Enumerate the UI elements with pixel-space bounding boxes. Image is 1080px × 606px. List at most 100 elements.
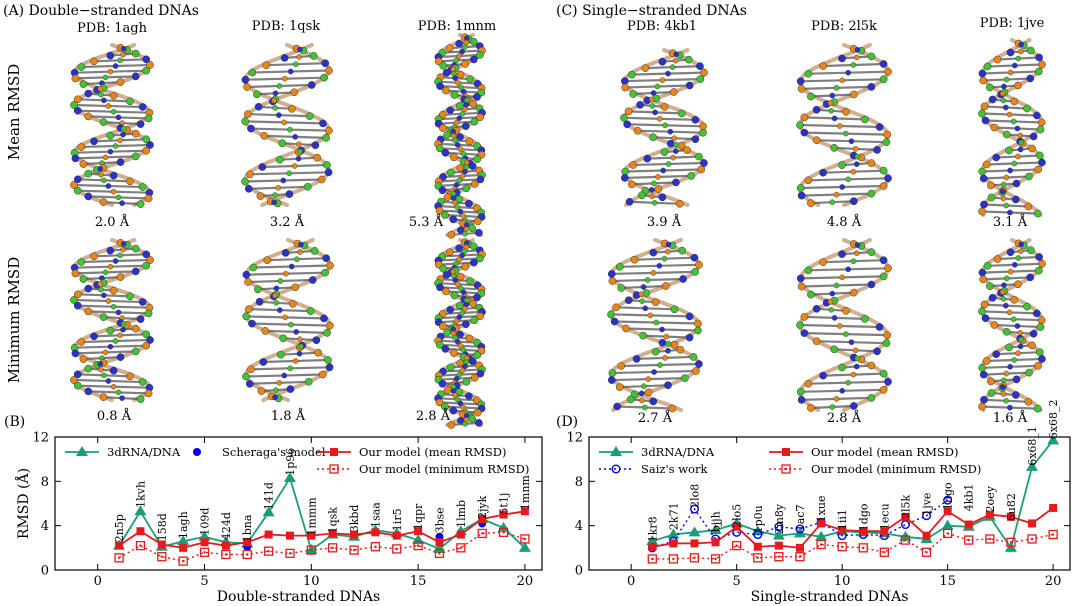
atom-sphere — [690, 253, 699, 262]
data-point — [943, 495, 953, 505]
atom-sphere — [447, 421, 456, 429]
atom-sphere — [662, 122, 668, 129]
atom-sphere — [683, 146, 691, 154]
atom-sphere — [242, 270, 251, 279]
atom-sphere — [271, 199, 277, 206]
point-label: 1ac7 — [794, 504, 807, 531]
atom-sphere — [307, 81, 316, 89]
atom-sphere — [620, 174, 629, 182]
atom-sphere — [445, 44, 454, 52]
atom-sphere — [1014, 81, 1022, 90]
atom-sphere — [459, 173, 466, 179]
atom-sphere — [990, 321, 999, 329]
point-label: 2m8y — [773, 503, 786, 534]
atom-sphere — [281, 249, 290, 257]
atom-sphere — [1024, 202, 1033, 211]
x-tick-label: 5 — [733, 574, 741, 589]
atom-sphere — [435, 340, 444, 349]
atom-sphere — [833, 85, 840, 91]
atom-sphere — [1011, 195, 1020, 204]
legend-marker — [610, 446, 622, 456]
atom-sphere — [272, 292, 278, 299]
atom-sphere — [248, 319, 256, 328]
pdb-label-ss-2: PDB: 2l5k — [811, 19, 877, 34]
data-point — [328, 543, 338, 553]
atom-sphere — [981, 116, 990, 125]
y-tick-label: 8 — [575, 475, 583, 490]
atom-sphere — [272, 394, 278, 401]
point-label: 1ecu — [878, 503, 891, 530]
atom-sphere — [884, 67, 892, 76]
atom-sphere — [849, 197, 858, 206]
atom-sphere — [673, 148, 679, 154]
atom-sphere — [308, 276, 317, 284]
row-label-min-rmsd: Minimum RMSD — [5, 257, 23, 383]
atom-sphere — [665, 161, 672, 167]
atom-sphere — [685, 81, 694, 90]
atom-sphere — [79, 160, 88, 168]
data-point — [181, 559, 185, 563]
atom-sphere — [447, 230, 456, 239]
atom-sphere — [649, 103, 656, 109]
atom-sphere — [107, 68, 114, 75]
atom-sphere — [867, 189, 876, 198]
atom-sphere — [1003, 397, 1010, 404]
atom-sphere — [1000, 195, 1007, 202]
atom-sphere — [131, 72, 140, 81]
atom-sphere — [687, 172, 696, 180]
atom-sphere — [119, 395, 125, 401]
atom-sphere — [1038, 259, 1046, 268]
atom-sphere — [636, 101, 644, 109]
atom-sphere — [610, 317, 619, 326]
data-point — [518, 541, 531, 552]
atom-sphere — [97, 166, 104, 172]
atom-sphere — [452, 334, 458, 341]
atom-sphere — [625, 197, 634, 206]
data-point — [178, 556, 188, 566]
atom-sphere — [665, 241, 672, 248]
legend-label: Scheraga's model — [222, 445, 326, 459]
atom-sphere — [1026, 74, 1035, 83]
data-point — [672, 557, 675, 561]
atom-sphere — [691, 135, 700, 144]
atom-sphere — [131, 49, 140, 58]
atom-sphere — [287, 68, 294, 75]
atom-sphere — [453, 182, 460, 188]
x-axis-title: Double-stranded DNAs — [217, 589, 380, 605]
rmsd-label-ds-3-mean: 5.3 Å — [409, 214, 444, 230]
atom-sphere — [456, 371, 463, 378]
atom-sphere — [861, 315, 869, 323]
data-point — [988, 537, 992, 541]
atom-sphere — [652, 109, 658, 116]
atom-sphere — [695, 260, 703, 269]
atom-sphere — [1028, 144, 1036, 153]
atom-sphere — [987, 389, 996, 397]
dna-helix-ss-2-mean — [796, 43, 892, 208]
atom-sphere — [990, 123, 999, 132]
atom-sphere — [70, 296, 78, 304]
atom-sphere — [1005, 343, 1013, 352]
atom-sphere — [287, 126, 293, 133]
atom-sphere — [812, 105, 821, 114]
atom-sphere — [442, 68, 451, 77]
atom-sphere — [879, 369, 888, 378]
atom-sphere — [796, 387, 805, 396]
atom-sphere — [245, 379, 254, 388]
atom-sphere — [654, 185, 663, 193]
rmsd-label-ds-1-mean: 2.0 Å — [95, 214, 130, 230]
atom-sphere — [321, 268, 329, 277]
atom-sphere — [101, 372, 107, 379]
data-point — [198, 530, 211, 541]
atom-sphere — [102, 349, 109, 356]
atom-sphere — [982, 357, 991, 365]
atom-sphere — [435, 206, 444, 215]
data-point — [288, 552, 292, 555]
atom-sphere — [980, 395, 988, 404]
data-point — [943, 507, 952, 516]
atom-sphere — [829, 199, 836, 205]
data-point — [416, 544, 420, 547]
atom-sphere — [1000, 181, 1007, 188]
atom-sphere — [461, 60, 470, 68]
atom-sphere — [116, 273, 125, 281]
atom-sphere — [272, 192, 278, 198]
